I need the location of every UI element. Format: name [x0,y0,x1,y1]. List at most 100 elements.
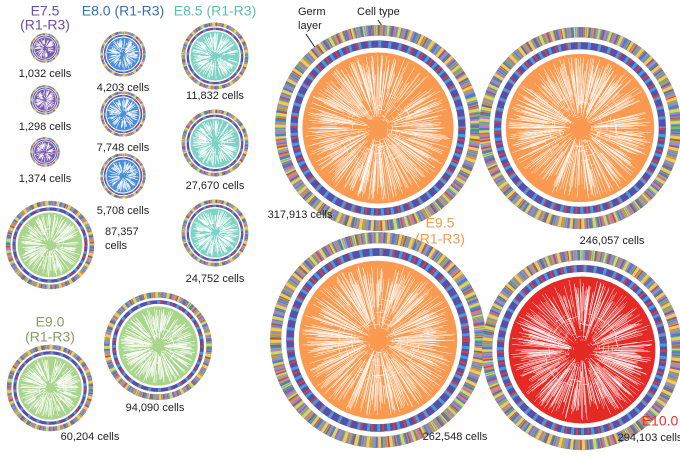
lineage-tree [100,153,146,199]
cell-count: 246,057 cells [580,235,645,247]
germ-layer-stripes [32,87,58,113]
lineage-tree [100,91,146,137]
cell-count: 5,708 cells [97,205,150,217]
lineage-tree [30,33,60,63]
tree-branches [20,214,80,277]
cell-type-stripes [100,31,146,77]
lineage-tree [6,344,94,432]
germ-layer-stripes [32,139,58,165]
cell-count: 1,374 cells [19,173,72,185]
tree-branches [192,32,239,79]
lineage-tree [181,22,249,90]
tree-branches [302,265,455,416]
cell-type-stripes [6,344,94,432]
cell-type-stripes [30,33,60,63]
cell-count: 294,103 cells [618,432,680,444]
cell-type-stripes [181,199,249,267]
cell-type-stripes [275,25,481,231]
cell-type-stripes [275,25,481,231]
cell-type-stripes [104,292,212,400]
germ-layer-stripes [290,40,466,216]
cell-type-stripes [181,199,249,267]
lineage-tree [104,292,212,400]
germ-layer-stripes [186,204,244,262]
cell-count: 317,913 cells [268,209,333,221]
cell-type-stripes [100,91,146,137]
cell-type-stripes [100,31,146,77]
tree-branches [107,98,139,129]
lineage-tree [270,232,486,448]
germ-layer-stripes [103,94,143,134]
lineage-tree [479,27,680,229]
cell-type-stripes [181,109,249,177]
germ-layer-stripes [32,35,58,61]
germ-layer-stripes [496,264,668,436]
cell-type-stripes [30,85,60,115]
cell-type-stripes [6,344,94,432]
cell-count: 87,357 [105,226,139,238]
cell-count: 7,748 cells [97,142,150,154]
germ-layer-stripes [493,41,667,215]
group-sublabel: (R1-R3) [25,329,75,345]
cell-type-stripes [100,153,146,199]
tree-branches [192,210,239,257]
germ-layer-stripes [496,264,668,436]
cell-count: 1,298 cells [19,121,72,133]
cell-type-stripes [482,250,680,450]
tree-branches [34,38,55,59]
cell-type-stripes [479,27,680,229]
group-label: E8.0 (R1-R3) [82,3,164,19]
group-label: E8.5 (R1-R3) [174,3,256,19]
annotation: Cell type [357,6,400,18]
lineage-tree [30,137,60,167]
germ-layer-stripes [103,34,143,74]
cell-type-stripes [479,27,680,229]
cell-type-stripes [181,199,249,267]
germ-layer-stripes [12,207,88,283]
germ-layer-stripes [103,156,143,196]
tree-branches [305,55,451,201]
cell-count: 94,090 cells [126,402,185,414]
tree-branches [120,308,196,384]
cell-type-stripes [181,22,249,90]
lineage-tree [100,31,146,77]
germ-layer-stripes [186,114,244,172]
germ-layer-stripes [186,27,244,85]
germ-layer-stripes [103,34,143,74]
tree-disk [106,37,140,71]
group-label: E9.5 [426,215,455,231]
germ-layer-stripes [103,94,143,134]
germ-layer-stripes [13,351,87,425]
cell-count: 24,752 cells [186,273,245,285]
tree-branches [191,119,238,167]
group-label: E10.0 [642,413,679,429]
cell-count: 4,203 cells [97,82,150,94]
germ-layer-stripes [112,300,204,392]
cell-type-stripes [100,91,146,137]
annotation: Germ [298,6,326,18]
tree-branches [19,358,80,418]
tree-branches [107,38,139,70]
cell-type-stripes [275,25,481,231]
group-sublabel: (R1-R3) [415,231,465,247]
cell-type-stripes [30,85,60,115]
cell-count: 27,670 cells [186,180,245,192]
lineage-tree [275,25,481,231]
cell-count: 60,204 cells [61,431,120,443]
lineage-tree [482,250,680,450]
cell-type-stripes [181,22,249,90]
cell-type-stripes [270,232,486,448]
cell-type-stripes [181,22,249,90]
lineage-tree [30,85,60,115]
cell-type-stripes [181,109,249,177]
tree-branches [108,161,139,192]
cell-type-stripes [30,137,60,167]
lineage-tree [5,200,95,290]
germ-layer-stripes [186,27,244,85]
group-label: E9.0 [36,314,65,330]
tree-branches [34,142,55,163]
group-label: E7.5 [31,3,60,19]
tree-branches [35,90,55,111]
group-sublabel: (R1-R3) [20,17,70,33]
